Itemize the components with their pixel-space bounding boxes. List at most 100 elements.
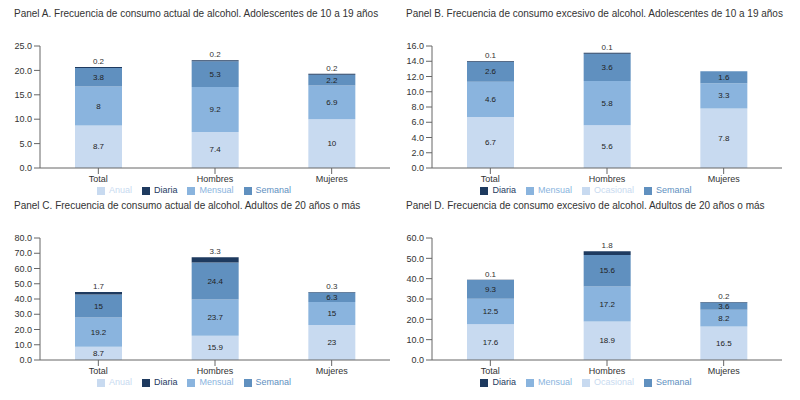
html-text:Panel D. Frecuencia de consumo: Panel D. Frecuencia de consumo excesivo …	[406, 200, 765, 211]
html-text:Diaria: Diaria	[154, 185, 178, 195]
svg-text:60.0: 60.0	[14, 264, 32, 274]
svg-text:0.0: 0.0	[411, 355, 424, 365]
svg-text:12.0: 12.0	[406, 72, 424, 82]
html-text:Mensual: Mensual	[538, 185, 572, 195]
svg-text:7.4: 7.4	[210, 145, 222, 154]
svg-text:6.0: 6.0	[411, 117, 424, 127]
svg-text:Total: Total	[481, 366, 500, 376]
svg-text:18.9: 18.9	[599, 336, 615, 345]
svg-text:23: 23	[327, 338, 336, 347]
svg-text:0.1: 0.1	[602, 43, 614, 52]
svg-text:0.2: 0.2	[210, 50, 222, 59]
svg-text:5.0: 5.0	[19, 139, 32, 149]
svg-text:8.2: 8.2	[718, 314, 730, 323]
svg-text:4.6: 4.6	[485, 95, 497, 104]
svg-text:0.0: 0.0	[19, 355, 32, 365]
svg-text:3.3: 3.3	[718, 91, 730, 100]
svg-text:30.0: 30.0	[406, 294, 424, 304]
svg-text:6.3: 6.3	[326, 293, 338, 302]
svg-text:Hombres: Hombres	[589, 174, 626, 184]
svg-text:0.0: 0.0	[19, 163, 32, 173]
svg-text:40.0: 40.0	[14, 294, 32, 304]
svg-text:3.8: 3.8	[93, 73, 105, 82]
svg-text:5.6: 5.6	[602, 142, 614, 151]
svg-text:15.6: 15.6	[599, 266, 615, 275]
svg-text:15.9: 15.9	[207, 343, 223, 352]
svg-text:Hombres: Hombres	[589, 366, 626, 376]
svg-text:15: 15	[94, 302, 103, 311]
svg-text:20.0: 20.0	[14, 325, 32, 335]
svg-text:0.3: 0.3	[326, 282, 338, 291]
svg-text:15.0: 15.0	[14, 90, 32, 100]
svg-text:Hombres: Hombres	[197, 366, 234, 376]
svg-text:9.3: 9.3	[485, 285, 497, 294]
html-text:Panel A. Frecuencia de consumo: Panel A. Frecuencia de consumo actual de…	[14, 8, 379, 19]
svg-text:0.1: 0.1	[485, 51, 497, 60]
svg-text:Mujeres: Mujeres	[708, 174, 741, 184]
svg-text:70.0: 70.0	[14, 248, 32, 258]
svg-text:80.0: 80.0	[14, 233, 32, 243]
svg-text:6.7: 6.7	[485, 138, 497, 147]
svg-text:20.0: 20.0	[406, 315, 424, 325]
svg-text:25.0: 25.0	[14, 41, 32, 51]
svg-text:23.7: 23.7	[207, 313, 223, 322]
svg-text:10: 10	[327, 139, 336, 148]
svg-text:Mujeres: Mujeres	[316, 174, 349, 184]
svg-text:12.5: 12.5	[483, 307, 499, 316]
svg-text:3.3: 3.3	[210, 247, 222, 256]
html-text:Anual: Anual	[108, 185, 132, 195]
svg-text:24.4: 24.4	[207, 277, 223, 286]
svg-text:10.0: 10.0	[14, 340, 32, 350]
html-text:Panel C. Frecuencia de consumo: Panel C. Frecuencia de consumo actual de…	[14, 200, 361, 211]
html-text:Semanal: Semanal	[255, 185, 291, 195]
svg-text:30.0: 30.0	[14, 309, 32, 319]
svg-text:14.0: 14.0	[406, 56, 424, 66]
svg-text:9.2: 9.2	[210, 105, 222, 114]
svg-text:60.0: 60.0	[406, 233, 424, 243]
svg-text:19.2: 19.2	[91, 328, 107, 337]
svg-text:0.2: 0.2	[326, 64, 338, 73]
svg-text:16.0: 16.0	[406, 41, 424, 51]
svg-text:16.5: 16.5	[716, 339, 732, 348]
svg-text:3.6: 3.6	[718, 302, 730, 311]
html-text:Diaria: Diaria	[492, 185, 516, 195]
svg-text:17.6: 17.6	[483, 338, 499, 347]
svg-text:1.8: 1.8	[602, 241, 614, 250]
svg-text:Hombres: Hombres	[197, 174, 234, 184]
svg-text:0.2: 0.2	[718, 292, 730, 301]
html-text:Mensual: Mensual	[199, 185, 234, 195]
svg-text:4.0: 4.0	[411, 133, 424, 143]
svg-text:0.0: 0.0	[411, 163, 424, 173]
svg-text:6.9: 6.9	[326, 98, 338, 107]
svg-text:10.0: 10.0	[406, 335, 424, 345]
svg-text:Total: Total	[481, 174, 500, 184]
svg-text:2.2: 2.2	[326, 76, 338, 85]
svg-text:7.8: 7.8	[718, 134, 730, 143]
svg-text:Mujeres: Mujeres	[316, 366, 349, 376]
svg-text:8.7: 8.7	[93, 349, 105, 358]
svg-text:0.2: 0.2	[93, 57, 105, 66]
html-text:Panel B. Frecuencia de consumo: Panel B. Frecuencia de consumo excesivo …	[406, 8, 783, 19]
svg-text:5.3: 5.3	[210, 70, 222, 79]
svg-text:20.0: 20.0	[14, 66, 32, 76]
svg-text:50.0: 50.0	[14, 279, 32, 289]
svg-text:8.7: 8.7	[93, 142, 105, 151]
svg-text:2.6: 2.6	[485, 67, 497, 76]
svg-text:15: 15	[327, 309, 336, 318]
svg-text:10.0: 10.0	[406, 87, 424, 97]
svg-text:Mujeres: Mujeres	[708, 366, 741, 376]
svg-text:Total: Total	[89, 174, 108, 184]
svg-text:3.6: 3.6	[602, 63, 614, 72]
svg-text:Total: Total	[89, 366, 108, 376]
svg-text:2.0: 2.0	[411, 148, 424, 158]
svg-text:8.0: 8.0	[411, 102, 424, 112]
svg-text:1.7: 1.7	[93, 282, 105, 291]
svg-text:10.0: 10.0	[14, 114, 32, 124]
svg-text:40.0: 40.0	[406, 274, 424, 284]
svg-text:0.1: 0.1	[485, 270, 497, 279]
svg-text:5.8: 5.8	[602, 99, 614, 108]
svg-text:17.2: 17.2	[599, 300, 615, 309]
svg-text:8: 8	[96, 102, 101, 111]
svg-text:1.6: 1.6	[718, 73, 730, 82]
svg-text:50.0: 50.0	[406, 254, 424, 264]
